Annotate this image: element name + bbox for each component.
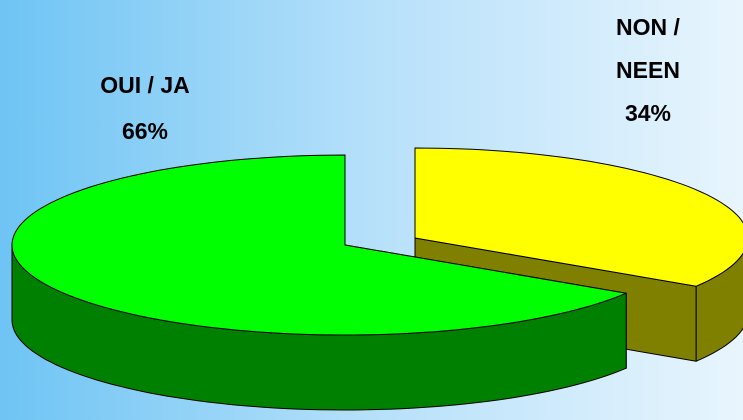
pie-slice xyxy=(414,147,743,287)
pie-slice xyxy=(11,154,627,336)
category-label: NON / NEEN xyxy=(616,14,680,83)
slice-label: OUI / JA 66% xyxy=(60,62,230,154)
category-label: OUI / JA xyxy=(100,72,190,98)
slice-label: NON / NEEN 34% xyxy=(603,6,693,135)
value-label: 34% xyxy=(624,100,672,126)
value-label: 66% xyxy=(121,118,169,144)
